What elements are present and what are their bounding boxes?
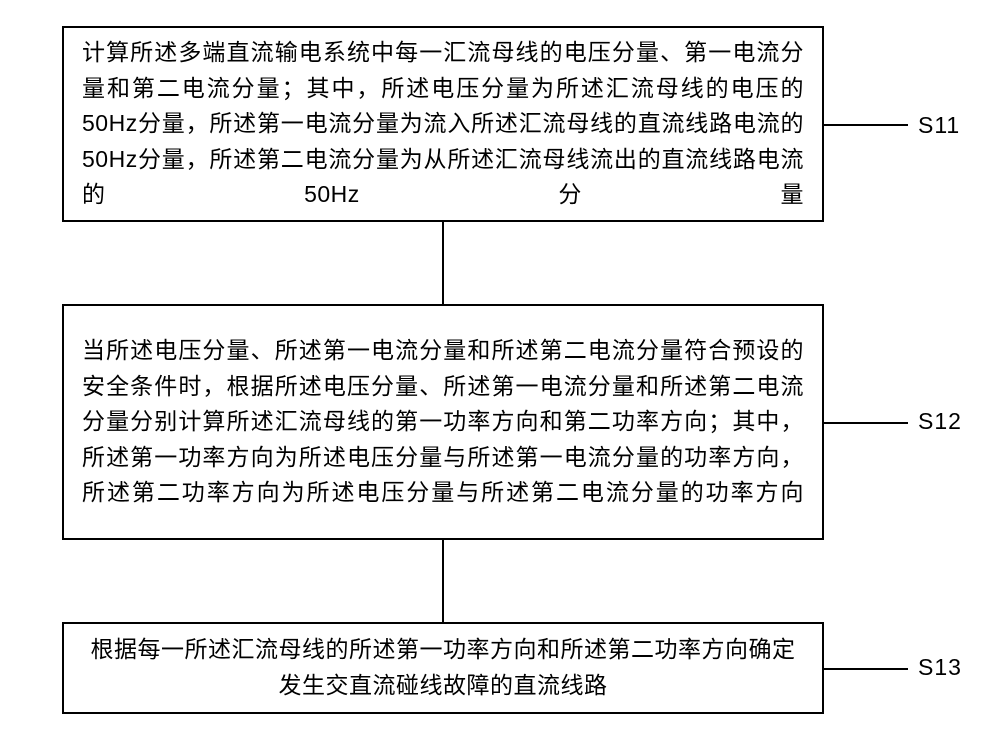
flow-label-s11: S11 bbox=[918, 112, 960, 139]
leader-s13 bbox=[824, 668, 908, 670]
edge-s11-s12 bbox=[442, 222, 444, 304]
flow-label-s13: S13 bbox=[918, 654, 962, 681]
flow-node-s12: 当所述电压分量、所述第一电流分量和所述第二电流分量符合预设的安全条件时，根据所述… bbox=[62, 304, 824, 540]
flow-node-s13: 根据每一所述汇流母线的所述第一功率方向和所述第二功率方向确定发生交直流碰线故障的… bbox=[62, 622, 824, 714]
flowchart-canvas: 计算所述多端直流输电系统中每一汇流母线的电压分量、第一电流分量和第二电流分量；其… bbox=[0, 0, 1000, 743]
flow-label-s12: S12 bbox=[918, 408, 962, 435]
edge-s12-s13 bbox=[442, 540, 444, 622]
flow-node-s13-text: 根据每一所述汇流母线的所述第一功率方向和所述第二功率方向确定发生交直流碰线故障的… bbox=[82, 632, 804, 703]
flow-node-s11-text: 计算所述多端直流输电系统中每一汇流母线的电压分量、第一电流分量和第二电流分量；其… bbox=[82, 35, 804, 213]
flow-node-s12-text: 当所述电压分量、所述第一电流分量和所述第二电流分量符合预设的安全条件时，根据所述… bbox=[82, 333, 804, 511]
flow-node-s11: 计算所述多端直流输电系统中每一汇流母线的电压分量、第一电流分量和第二电流分量；其… bbox=[62, 26, 824, 222]
leader-s12 bbox=[824, 422, 908, 424]
leader-s11 bbox=[824, 124, 908, 126]
